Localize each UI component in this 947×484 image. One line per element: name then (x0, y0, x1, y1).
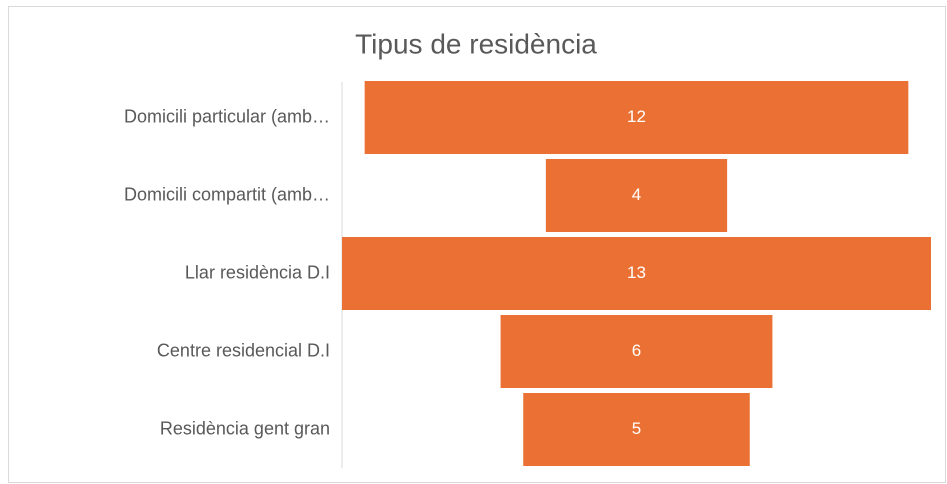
data-label: 12 (627, 107, 646, 126)
data-label: 4 (632, 185, 641, 204)
category-label: Domicili compartit (amb… (124, 184, 330, 204)
bar (500, 315, 773, 388)
data-label: 13 (627, 263, 646, 282)
category-label: Domicili particular (amb… (124, 106, 330, 126)
bar (364, 81, 909, 154)
bar (523, 393, 750, 466)
category-label: Residència gent gran (160, 418, 330, 438)
bar (545, 159, 728, 232)
bar (342, 237, 931, 310)
category-label: Llar residència D.I (185, 262, 330, 282)
chart-title: Tipus de residència (355, 28, 597, 59)
category-label: Centre residencial D.I (157, 340, 330, 360)
data-label: 5 (632, 419, 641, 438)
data-label: 6 (632, 341, 641, 360)
